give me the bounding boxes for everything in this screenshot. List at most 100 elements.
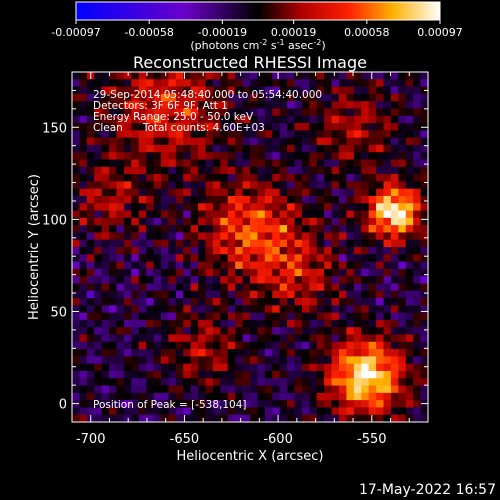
heatmap-cell — [94, 327, 103, 335]
heatmap-cell — [420, 217, 428, 226]
heatmap-cell — [86, 115, 95, 124]
heatmap-cell — [339, 378, 347, 386]
heatmap-cell — [316, 130, 325, 139]
heatmap-cell — [390, 101, 399, 109]
heatmap-cell — [339, 79, 347, 87]
heatmap-cell — [116, 210, 125, 219]
heatmap-cell — [220, 378, 229, 386]
heatmap-cell — [227, 166, 236, 175]
heatmap-cell — [205, 239, 214, 248]
heatmap-cell — [79, 400, 88, 408]
heatmap-cell — [376, 319, 384, 328]
heatmap-cell — [257, 159, 266, 168]
heatmap-cell — [138, 72, 147, 80]
heatmap-cell — [161, 400, 169, 408]
heatmap-cell — [264, 341, 273, 350]
heatmap-cell — [301, 232, 310, 241]
heatmap-cell — [138, 363, 147, 372]
heatmap-cell — [353, 261, 362, 270]
heatmap-cell — [131, 108, 140, 117]
heatmap-cell — [131, 370, 140, 379]
heatmap-cell — [198, 276, 206, 284]
heatmap-cell — [405, 370, 414, 379]
heatmap-cell — [212, 290, 221, 299]
heatmap-cell — [279, 392, 288, 401]
heatmap-cell — [309, 305, 318, 314]
heatmap-cell — [420, 254, 428, 262]
heatmap-cell — [413, 370, 421, 379]
heatmap-cell — [331, 414, 340, 422]
heatmap-cell — [101, 72, 110, 80]
heatmap-cell — [109, 261, 117, 270]
heatmap-cell — [116, 195, 125, 204]
heatmap-cell — [153, 115, 162, 124]
heatmap-cell — [109, 144, 117, 153]
heatmap-cell — [294, 93, 303, 102]
heatmap-cell — [257, 174, 266, 182]
heatmap-cell — [361, 414, 370, 422]
heatmap-cell — [294, 232, 303, 241]
heatmap-cell — [420, 414, 428, 422]
heatmap-cell — [279, 290, 288, 299]
heatmap-cell — [153, 370, 162, 379]
heatmap-cell — [153, 166, 162, 175]
heatmap-cell — [294, 166, 303, 175]
heatmap-cell — [398, 123, 407, 131]
colorbar-tick-label: 0.00019 — [271, 26, 317, 39]
heatmap-cell — [331, 298, 340, 306]
heatmap-cell — [339, 407, 347, 416]
heatmap-cell — [242, 225, 251, 233]
heatmap-cell — [220, 166, 229, 175]
heatmap-cell — [331, 93, 340, 102]
heatmap-cell — [250, 319, 258, 328]
heatmap-cell — [116, 254, 125, 262]
heatmap-cell — [138, 341, 147, 350]
heatmap-cell — [309, 290, 318, 299]
chart-title: Reconstructed RHESSI Image — [133, 53, 367, 72]
heatmap-cell — [309, 210, 318, 219]
heatmap-cell — [153, 378, 162, 386]
heatmap-cell — [405, 385, 414, 394]
peak-position-label: Position of Peak = [-538,104] — [93, 399, 247, 411]
heatmap-cell — [346, 378, 355, 386]
heatmap-cell — [272, 137, 281, 146]
heatmap-cell — [250, 392, 258, 401]
heatmap-cell — [153, 174, 162, 182]
heatmap-cell — [405, 392, 414, 401]
heatmap-cell — [339, 144, 347, 153]
heatmap-cell — [131, 123, 140, 131]
heatmap-cell — [368, 72, 377, 80]
heatmap-cell — [383, 414, 392, 422]
heatmap-cell — [72, 93, 80, 102]
heatmap-cell — [324, 400, 332, 408]
heatmap-cell — [101, 247, 110, 255]
heatmap-cell — [353, 166, 362, 175]
heatmap-cell — [116, 203, 125, 211]
heatmap-cell — [168, 152, 177, 160]
heatmap-cell — [346, 247, 355, 255]
heatmap-cell — [383, 261, 392, 270]
heatmap-cell — [390, 319, 399, 328]
heatmap-cell — [220, 400, 229, 408]
heatmap-cell — [250, 305, 258, 314]
heatmap-cell — [339, 385, 347, 394]
heatmap-cell — [146, 181, 154, 190]
heatmap-cell — [72, 305, 80, 314]
heatmap-cell — [390, 181, 399, 190]
heatmap-cell — [398, 247, 407, 255]
heatmap-cell — [250, 166, 258, 175]
heatmap-cell — [227, 210, 236, 219]
heatmap-cell — [86, 152, 95, 160]
heatmap-cell — [168, 174, 177, 182]
heatmap-cell — [227, 174, 236, 182]
heatmap-cell — [294, 174, 303, 182]
heatmap-cell — [405, 188, 414, 197]
heatmap-cell — [86, 385, 95, 394]
heatmap-cell — [331, 79, 340, 87]
heatmap-cell — [86, 327, 95, 335]
heatmap-cell — [413, 166, 421, 175]
heatmap-cell — [264, 363, 273, 372]
heatmap-cell — [198, 268, 206, 277]
heatmap-cell — [390, 195, 399, 204]
